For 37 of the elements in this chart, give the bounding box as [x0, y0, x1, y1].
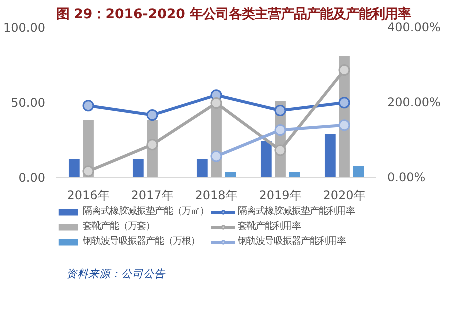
x-tick-label: 2019年: [259, 188, 302, 202]
point: [274, 144, 286, 156]
point: [210, 98, 222, 109]
bar: [196, 160, 208, 178]
point: [210, 150, 222, 162]
legend-label: 套靴产能（万套）: [83, 220, 155, 233]
text: 资料来源：公司公告: [66, 268, 166, 280]
bar: [353, 166, 364, 178]
point: [82, 100, 94, 112]
point: [338, 64, 350, 76]
point: [146, 110, 158, 121]
bar: [324, 134, 336, 178]
point: [338, 97, 350, 109]
legend-label: 隔离式橡胶减振垫产能（万㎡）: [83, 205, 209, 218]
chart-title: 图 29：2016-2020 年公司各类主营产品产能及产能利用率: [56, 6, 412, 22]
point: [338, 120, 350, 132]
legend-label: 钢轨波导吸振器产能（万根）: [83, 235, 200, 248]
legend-label: 隔离式橡胶减振垫产能利用率: [238, 205, 355, 218]
bar: [260, 142, 272, 178]
y-tick-label: 0.00: [18, 171, 46, 185]
bar: [132, 160, 144, 178]
y2-tick-label: 200.00%: [388, 96, 441, 110]
legend-label: 钢轨波导吸振器产能利用率: [238, 235, 346, 248]
x-tick-label: 2020年: [323, 188, 366, 202]
legend-label: 套靴产能利用率: [238, 220, 301, 233]
point: [274, 124, 286, 136]
point: [146, 139, 158, 151]
x-tick-label: 2018年: [195, 188, 238, 202]
bar: [68, 160, 80, 178]
x-tick-label: 2017年: [131, 188, 174, 202]
y2-tick-label: 0.00%: [388, 170, 426, 184]
x-tick-label: 2016年: [67, 188, 110, 202]
y2-tick-label: 400.00%: [388, 20, 441, 34]
point: [82, 166, 94, 178]
y-tick-label: 100.00: [4, 21, 46, 35]
y-tick-label: 50.00: [11, 96, 46, 110]
point: [274, 105, 286, 116]
